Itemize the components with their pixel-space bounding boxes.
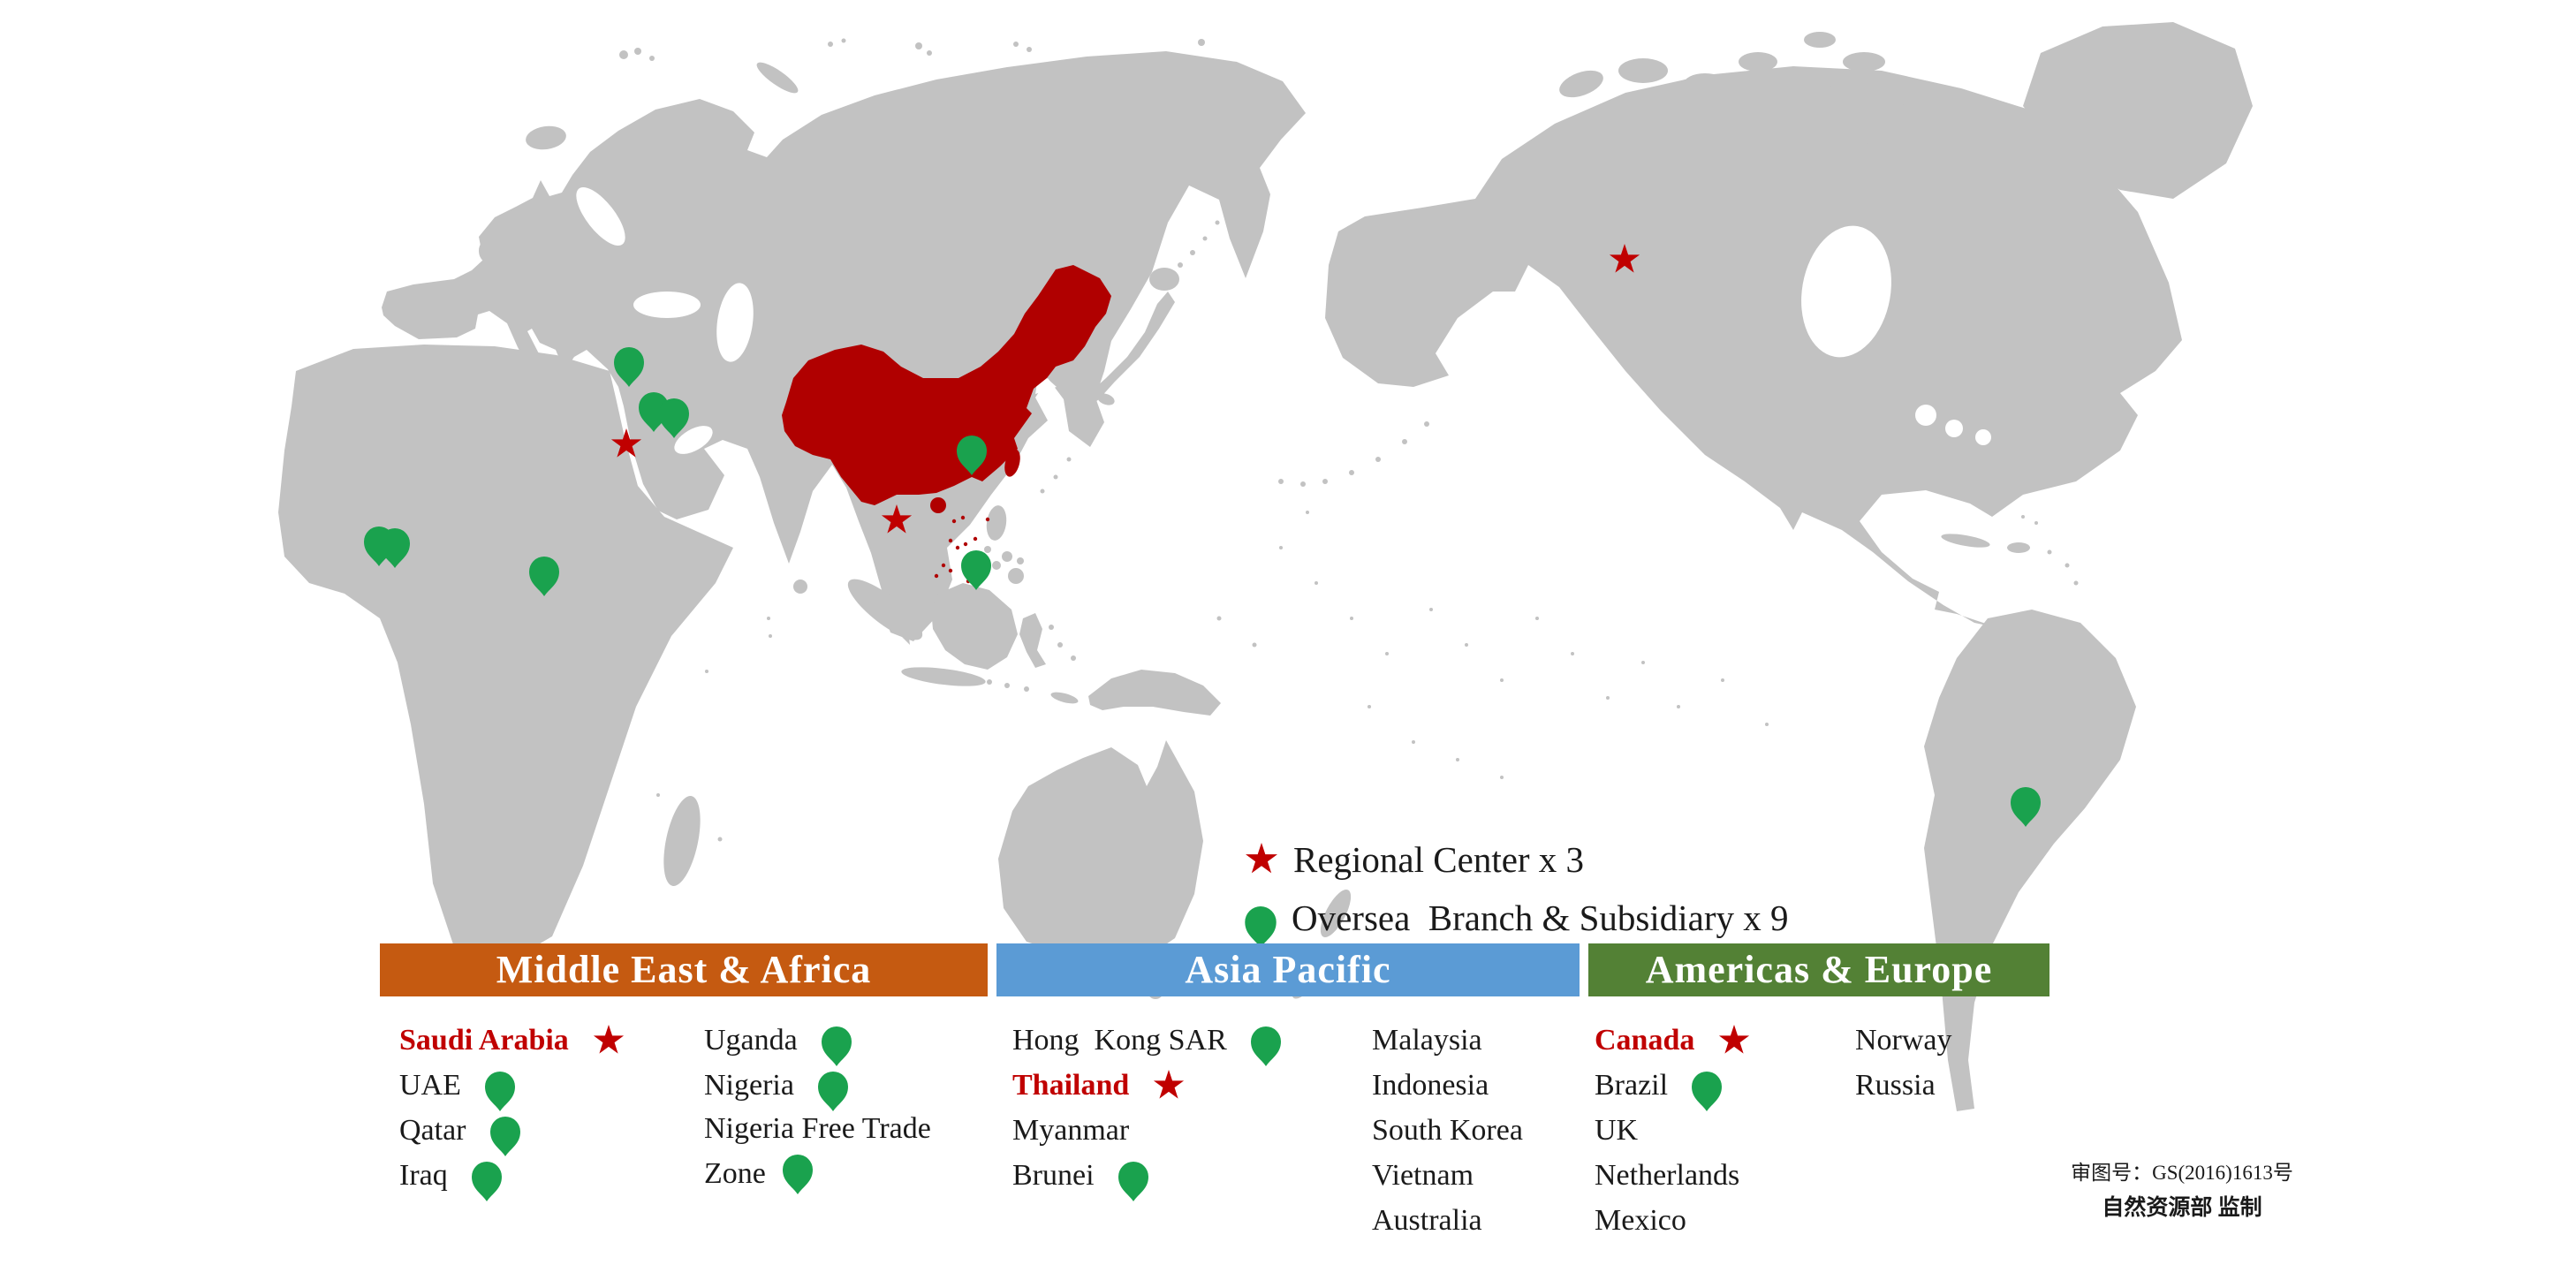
country-label: Uganda	[704, 1023, 798, 1057]
green-pin-icon	[489, 1117, 520, 1156]
taiwan	[1004, 449, 1020, 477]
region-header-americas-europe: Americas & Europe	[1588, 943, 2049, 996]
country-item-nigeria-free-trade-zone: Nigeria Free Trade Zone	[704, 1110, 969, 1199]
country-column: Hong Kong SAR Thailand Myanmar Brunei	[1012, 1018, 1366, 1201]
country-item-uk: UK	[1595, 1108, 1860, 1153]
country-label: UK	[1595, 1113, 1639, 1147]
green-pin-icon	[782, 1155, 813, 1194]
country-item-russia: Russia	[1855, 1063, 2049, 1108]
red-star-icon	[1246, 843, 1277, 874]
red-star-icon	[1719, 1024, 1750, 1054]
country-item-hong-kong-sar: Hong Kong SAR	[1012, 1018, 1366, 1066]
country-item-south-korea: South Korea	[1372, 1108, 1619, 1153]
country-item-netherlands: Netherlands	[1595, 1153, 1860, 1198]
green-pin-icon	[1692, 1072, 1723, 1111]
green-pin-icon	[484, 1072, 515, 1111]
country-item-brunei: Brunei	[1012, 1153, 1366, 1201]
country-label: Brunei	[1012, 1158, 1095, 1192]
country-item-indonesia: Indonesia	[1372, 1063, 1619, 1108]
green-pin-icon	[1118, 1162, 1148, 1201]
country-label: Saudi Arabia	[399, 1023, 569, 1057]
country-label: Netherlands	[1595, 1158, 1740, 1192]
country-column: Malaysia Indonesia South Korea Vietnam Austr…	[1372, 1018, 1619, 1243]
country-item-qatar: Qatar	[399, 1108, 691, 1156]
continents	[278, 22, 2253, 1111]
country-label: Indonesia	[1372, 1068, 1489, 1102]
region-header-asia-pacific: Asia Pacific	[996, 943, 1580, 996]
country-item-malaysia: Malaysia	[1372, 1018, 1619, 1063]
hainan	[930, 497, 946, 513]
china-highlight	[782, 265, 1111, 584]
country-label: Iraq	[399, 1158, 448, 1192]
country-item-myanmar: Myanmar	[1012, 1108, 1366, 1153]
country-item-norway: Norway	[1855, 1018, 2049, 1063]
country-item-saudi-arabia: Saudi Arabia	[399, 1018, 691, 1063]
country-label: Malaysia	[1372, 1023, 1482, 1057]
red-star-icon	[593, 1024, 624, 1054]
country-item-mexico: Mexico	[1595, 1198, 1860, 1243]
country-label: Vietnam	[1372, 1158, 1474, 1192]
legend-regional-center-label: Regional Center x 3	[1293, 839, 1585, 880]
inland-seas	[576, 186, 1991, 454]
country-label: UAE	[399, 1068, 461, 1102]
country-label: Myanmar	[1012, 1113, 1130, 1147]
country-column: Canada Brazil UK Netherlands Mexico	[1595, 1018, 1860, 1243]
map-credit: 审图号：GS(2016)1613号 自然资源部 监制	[2023, 1155, 2341, 1226]
country-label: Nigeria	[704, 1068, 794, 1102]
country-item-iraq: Iraq	[399, 1153, 691, 1201]
country-item-brazil: Brazil	[1595, 1063, 1860, 1111]
country-item-nigeria: Nigeria	[704, 1063, 969, 1111]
legend-oversea-branch: Oversea Branch & Subsidiary x 9	[1244, 889, 1789, 948]
legend-regional-center: Regional Center x 3	[1244, 830, 1789, 889]
country-column: Norway Russia	[1855, 1018, 2049, 1108]
country-label: Nigeria Free Trade Zone	[704, 1112, 931, 1190]
green-pin-icon	[1245, 905, 1277, 948]
green-pin-icon	[817, 1072, 848, 1111]
country-item-uganda: Uganda	[704, 1018, 969, 1066]
map-legend: Regional Center x 3 Oversea Branch & Sub…	[1244, 830, 1789, 948]
country-item-vietnam: Vietnam	[1372, 1153, 1619, 1198]
region-header-middle-east-africa: Middle East & Africa	[380, 943, 988, 996]
country-label: Canada	[1595, 1023, 1695, 1057]
country-item-uae: UAE	[399, 1063, 691, 1111]
legend-oversea-branch-label: Oversea Branch & Subsidiary x 9	[1292, 898, 1789, 938]
country-label: Qatar	[399, 1113, 466, 1147]
country-item-canada: Canada	[1595, 1018, 1860, 1063]
map-credit-line2: 自然资源部 监制	[2102, 1196, 2262, 1220]
country-label: Australia	[1372, 1203, 1482, 1237]
country-label: Norway	[1855, 1023, 1952, 1057]
country-item-australia: Australia	[1372, 1198, 1619, 1243]
country-label: Brazil	[1595, 1068, 1669, 1102]
country-item-thailand: Thailand	[1012, 1063, 1366, 1108]
green-pin-icon	[1250, 1026, 1281, 1066]
country-label: Russia	[1855, 1068, 1936, 1102]
country-label: Hong Kong SAR	[1012, 1023, 1227, 1057]
country-label: South Korea	[1372, 1113, 1523, 1147]
red-star-icon	[1154, 1069, 1185, 1099]
map-credit-line1: 审图号：GS(2016)1613号	[2071, 1162, 2293, 1184]
green-pin-icon	[471, 1162, 502, 1201]
country-column: Uganda Nigeria Nigeria Free Trade Zone	[704, 1018, 969, 1199]
country-label: Mexico	[1595, 1203, 1686, 1237]
country-column: Saudi Arabia UAE Qatar Iraq	[399, 1018, 691, 1201]
green-pin-icon	[821, 1026, 852, 1066]
country-label: Thailand	[1012, 1068, 1130, 1102]
